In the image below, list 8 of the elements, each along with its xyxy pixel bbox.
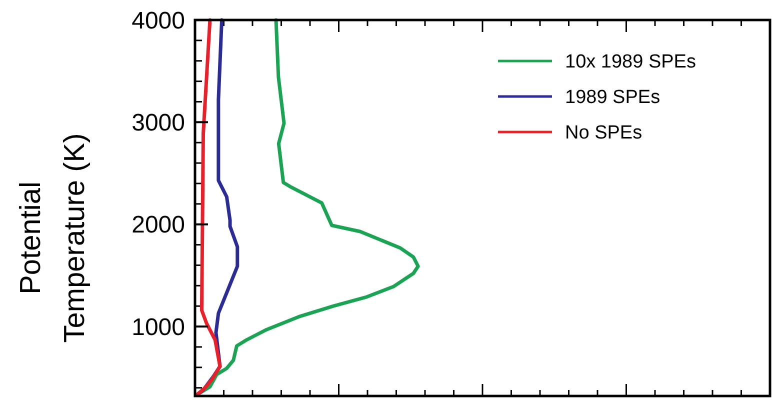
y-tick-label: 2000 — [132, 212, 185, 239]
y-tick-label: 1000 — [132, 314, 185, 341]
y-tick-label: 4000 — [132, 7, 185, 34]
y-tick-label: 3000 — [132, 110, 185, 137]
legend-label: No SPEs — [565, 122, 642, 144]
legend-label: 10x 1989 SPEs — [565, 52, 696, 73]
y-axis-title: Potential Temperature (K) — [15, 133, 91, 343]
legend-label: 1989 SPEs — [565, 87, 660, 108]
